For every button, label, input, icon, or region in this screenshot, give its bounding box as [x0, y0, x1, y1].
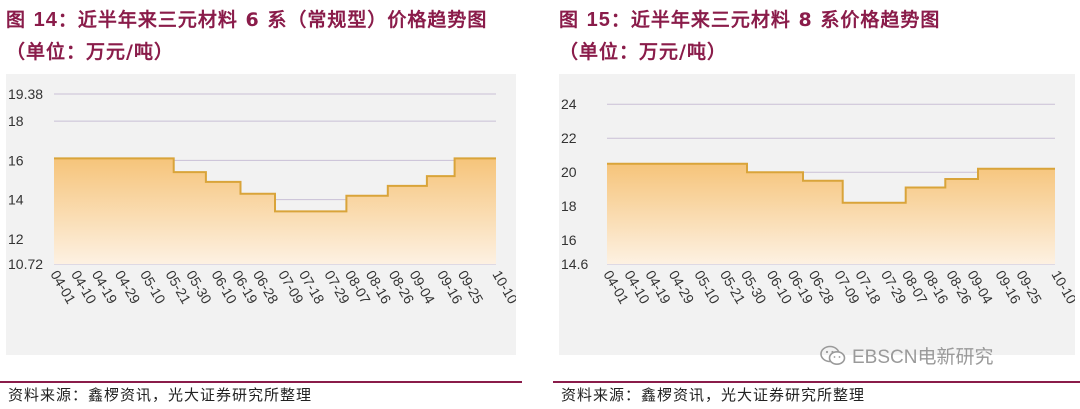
y-tick-label: 14.6 — [561, 256, 588, 272]
plot-area: 14.6 16 18 20 22 24 04-01 04-10 04-19 04-29 05-10 0… — [559, 74, 1075, 355]
chart-title: 图 14：近半年来三元材料 6 系（常规型）价格趋势图 （单位：万元/吨） — [6, 4, 516, 68]
price-line — [607, 162, 1055, 204]
price-area-fill — [607, 163, 1055, 264]
chart-title: 图 15：近半年来三元材料 8 系价格趋势图 （单位：万元/吨） — [559, 4, 1069, 68]
y-tick-label: 18 — [561, 198, 577, 214]
y-tick-label: 22 — [561, 130, 577, 146]
title-prefix: 图 — [559, 9, 580, 31]
source-note: 资料来源：鑫椤资讯，光大证券研究所整理 — [561, 386, 866, 404]
price-line — [54, 157, 496, 213]
y-tick-label: 18 — [8, 113, 24, 129]
y-tick-label: 24 — [561, 96, 577, 112]
source-divider — [553, 381, 1080, 383]
y-tick-label: 16 — [561, 232, 577, 248]
y-tick-label: 14 — [8, 192, 24, 208]
figure-number: 14 — [33, 9, 58, 31]
figure-number: 15 — [586, 9, 611, 31]
y-tick-label: 10.72 — [8, 256, 43, 272]
y-tick-label: 19.38 — [8, 86, 43, 102]
chart-panel-8-series: 图 15：近半年来三元材料 8 系价格趋势图 （单位：万元/吨） 14.6 16 1… — [553, 0, 1080, 409]
title-text: ：近半年来三元材料 8 系价格趋势图 — [610, 9, 941, 31]
plot-area: 10.72 12 14 16 18 19.38 04-01 04-10 04-19 04-29 05… — [6, 74, 516, 355]
price-chart-8-series: 14.6161820222404-0104-1004-1904-2905-100… — [561, 96, 1075, 307]
x-tick-label: 10-10 — [489, 268, 516, 307]
x-tick-label: 05-10 — [691, 268, 723, 307]
source-note: 资料来源：鑫椤资讯，光大证券研究所整理 — [8, 386, 313, 404]
watermark-text: EBSCN电新研究 — [852, 347, 994, 368]
x-tick-label: 04-29 — [666, 268, 698, 307]
y-tick-label: 12 — [8, 231, 24, 247]
source-divider — [0, 381, 522, 383]
x-tick-label: 10-10 — [1048, 268, 1075, 307]
title-text: ：近半年来三元材料 6 系（常规型）价格趋势图 — [57, 9, 488, 31]
wechat-icon — [820, 345, 846, 367]
y-tick-label: 20 — [561, 164, 577, 180]
title-prefix: 图 — [6, 9, 27, 31]
unit-label: （单位：万元/吨） — [6, 41, 174, 63]
y-tick-label: 16 — [8, 152, 24, 168]
chart-panel-6-series: 图 14：近半年来三元材料 6 系（常规型）价格趋势图 （单位：万元/吨） 10… — [0, 0, 522, 409]
unit-label: （单位：万元/吨） — [559, 41, 727, 63]
watermark: EBSCN电新研究 — [820, 342, 993, 369]
price-chart-6-series: 10.721214161819.3804-0104-1004-1904-2905… — [8, 86, 516, 307]
